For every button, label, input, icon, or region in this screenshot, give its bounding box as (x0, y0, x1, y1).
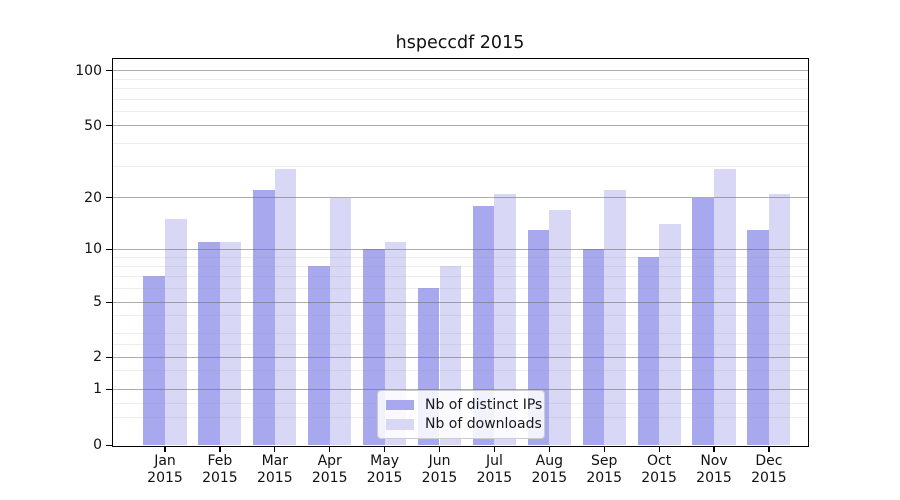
y-tick-mark (105, 356, 112, 358)
bar-feb-ips (198, 242, 220, 445)
x-tick-label: Jun 2015 (421, 453, 458, 486)
major-gridline (112, 70, 808, 72)
x-tick-label: Oct 2015 (641, 453, 677, 486)
x-tick-mark (164, 446, 166, 452)
bar-nov-ips (692, 197, 714, 445)
legend-item-downloads: Nb of downloads (386, 416, 542, 432)
bar-jan-ips (143, 276, 165, 445)
minor-gridline (112, 165, 808, 167)
x-tick-mark (548, 446, 550, 452)
x-tick-mark (493, 446, 496, 452)
minor-gridline (112, 257, 808, 259)
y-tick-label: 10 (84, 241, 102, 258)
y-tick-label: 1 (93, 381, 102, 397)
minor-gridline (112, 332, 808, 334)
minor-gridline (112, 288, 808, 290)
bar-dec-ips (747, 229, 769, 445)
minor-gridline (112, 266, 808, 268)
legend-swatch-downloads (386, 419, 414, 430)
y-tick-mark (105, 197, 112, 199)
major-gridline (112, 125, 808, 127)
bar-oct-ips (637, 257, 660, 445)
y-tick-mark (105, 301, 112, 303)
y-tick-mark (105, 444, 112, 446)
y-tick-label: 50 (84, 117, 102, 134)
chart-title: hspeccdf 2015 (395, 33, 525, 53)
y-tick-label: 20 (84, 189, 102, 206)
minor-gridline (112, 315, 808, 317)
bar-mar-ips (253, 190, 275, 445)
bar-nov-downloads (714, 168, 736, 445)
legend-label: Nb of distinct IPs (425, 396, 543, 413)
y-tick-label: 2 (93, 349, 102, 365)
x-tick-label: Mar 2015 (256, 453, 293, 486)
minor-gridline (112, 111, 808, 113)
major-gridline (112, 356, 808, 358)
legend: Nb of distinct IPs Nb of downloads (377, 390, 545, 439)
major-gridline (112, 248, 808, 250)
major-gridline (112, 388, 808, 390)
x-tick-mark (219, 446, 221, 452)
minor-gridline (112, 88, 808, 90)
x-tick-label: Apr 2015 (311, 453, 348, 486)
bar-sep-downloads (604, 190, 626, 445)
bar-aug-downloads (549, 209, 571, 445)
x-tick-mark (768, 446, 770, 452)
x-tick-mark (603, 446, 605, 452)
major-gridline (112, 197, 808, 199)
x-tick-mark (384, 446, 386, 452)
x-tick-label: Feb 2015 (202, 453, 238, 486)
x-tick-label: Aug 2015 (531, 453, 568, 486)
bar-apr-ips (308, 266, 330, 445)
minor-gridline (112, 143, 808, 145)
bar-sep-ips (582, 249, 605, 445)
x-tick-mark (329, 446, 331, 452)
minor-gridline (112, 79, 808, 81)
x-tick-label: May 2015 (366, 453, 403, 486)
y-tick-mark (105, 125, 112, 127)
x-tick-label: Jan 2015 (147, 453, 183, 486)
legend-swatch-distinct-ips (386, 399, 414, 410)
x-tick-label: Dec 2015 (751, 453, 787, 486)
bar-dec-downloads (768, 193, 791, 445)
x-tick-mark (438, 446, 441, 452)
x-tick-mark (713, 446, 715, 452)
minor-gridline (112, 276, 808, 278)
y-tick-label: 5 (93, 294, 102, 310)
x-tick-mark (658, 446, 660, 452)
minor-gridline (112, 370, 808, 372)
bar-feb-downloads (219, 242, 242, 445)
x-tick-label: Sep 2015 (586, 453, 622, 486)
legend-item-distinct-ips: Nb of distinct IPs (386, 397, 542, 413)
minor-gridline (112, 99, 808, 100)
bar-mar-downloads (274, 168, 297, 445)
bar-jul-downloads (494, 193, 516, 445)
y-tick-mark (105, 70, 112, 72)
bar-oct-downloads (659, 224, 681, 445)
bar-apr-downloads (329, 197, 352, 445)
legend-label: Nb of downloads (425, 416, 542, 433)
x-tick-label: Nov 2015 (696, 453, 732, 486)
x-tick-mark (274, 446, 276, 452)
major-gridline (112, 301, 808, 303)
bar-jul-ips (472, 205, 495, 445)
y-tick-mark (105, 388, 112, 390)
x-tick-label: Jul 2015 (476, 453, 513, 486)
y-tick-label: 0 (93, 437, 102, 453)
y-tick-mark (105, 248, 112, 251)
minor-gridline (112, 343, 808, 345)
y-tick-label: 100 (75, 62, 102, 79)
